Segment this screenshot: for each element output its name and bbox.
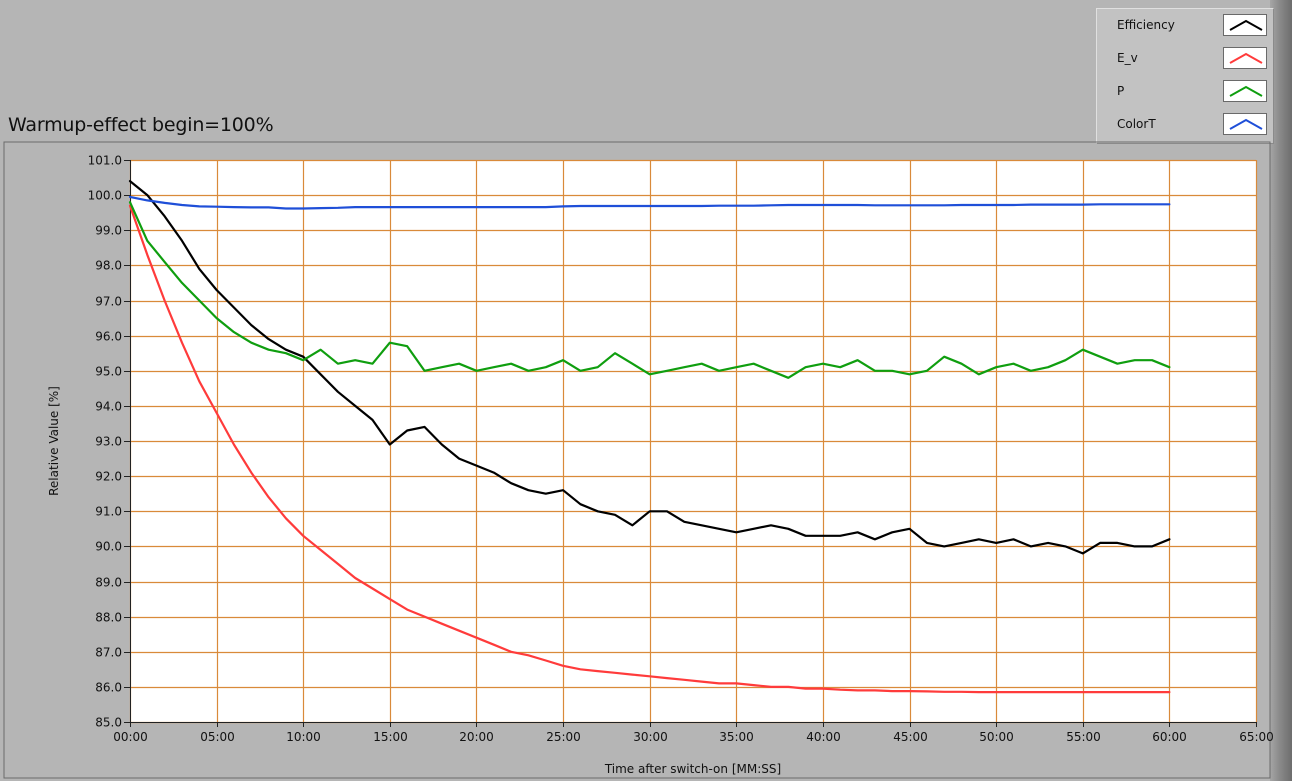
series-line-p [128,201,1171,379]
line-style-icon [1229,85,1263,97]
legend-swatch-e-v[interactable] [1223,47,1267,69]
legend-item-e-v[interactable]: E_v [1097,42,1273,75]
axes: 00:00 05:00 10:00 15:00 20:00 25:00 30:00 35:00… [88,154,1274,745]
x-tick-label: 05:00 [200,730,235,744]
series-line-e-v [128,204,1171,694]
y-tick-label: 96.0 [95,330,122,344]
plot-frame [3,141,1271,779]
series-line-colort [128,195,1171,210]
y-tick-label: 100.0 [88,189,122,203]
y-tick-label: 93.0 [95,435,122,449]
legend-label: ColorT [1117,117,1156,131]
y-tick-label: 87.0 [95,646,122,660]
x-tick-label: 00:00 [113,730,148,744]
y-tick-label: 90.0 [95,540,122,554]
x-tick-label: 40:00 [806,730,841,744]
y-tick-label: 88.0 [95,611,122,625]
series-lines [128,180,1171,694]
legend-label: P [1117,84,1125,98]
line-style-icon [1229,52,1263,64]
x-tick-label: 60:00 [1152,730,1187,744]
legend-swatch-efficiency[interactable] [1223,14,1267,36]
panel-right-edge [1270,0,1292,781]
x-tick-label: 25:00 [546,730,581,744]
y-tick-label: 86.0 [95,681,122,695]
y-tick-label: 101.0 [88,154,122,168]
y-tick-label: 92.0 [95,470,122,484]
legend-label: Efficiency [1117,18,1175,32]
x-tick-label: 65:00 [1239,730,1274,744]
x-tick-label: 15:00 [373,730,408,744]
legend-label: E_v [1117,51,1138,65]
legend-item-colort[interactable]: ColorT [1097,108,1273,141]
legend-item-efficiency[interactable]: Efficiency [1097,9,1273,42]
y-tick-label: 97.0 [95,295,122,309]
y-tick-label: 85.0 [95,716,122,730]
y-tick-label: 99.0 [95,224,122,238]
y-tick-label: 89.0 [95,576,122,590]
x-axis-title: Time after switch-on [MM:SS] [604,762,781,776]
x-tick-label: 20:00 [459,730,494,744]
x-tick-label: 50:00 [979,730,1014,744]
x-tick-label: 35:00 [719,730,754,744]
y-tick-label: 91.0 [95,505,122,519]
legend-item-p[interactable]: P [1097,75,1273,108]
line-style-icon [1229,19,1263,31]
series-line-efficiency [128,180,1171,555]
legend-swatch-p[interactable] [1223,80,1267,102]
y-tick-label: 95.0 [95,365,122,379]
x-tick-label: 55:00 [1066,730,1101,744]
plot-legend[interactable]: Efficiency E_v P ColorT [1096,8,1274,144]
y-tick-label: 94.0 [95,400,122,414]
chart-title: Warmup-effect begin=100% [8,114,274,136]
line-style-icon [1229,118,1263,130]
x-tick-label: 30:00 [633,730,668,744]
y-tick-label: 98.0 [95,259,122,273]
y-axis-title: Relative Value [%] [47,386,61,496]
x-tick-label: 45:00 [893,730,928,744]
legend-swatch-colort[interactable] [1223,113,1267,135]
x-tick-label: 10:00 [286,730,321,744]
